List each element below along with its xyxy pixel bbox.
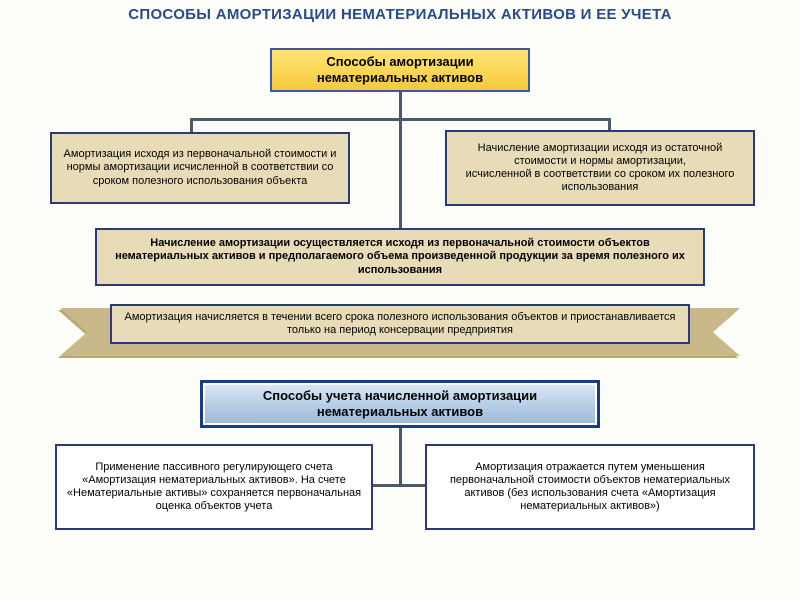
ribbon-note-front: Амортизация начисляется в течении всего … (110, 304, 690, 344)
method-initial-cost-text: Амортизация исходя из первоначальной сто… (60, 148, 340, 188)
passive-account-box: Применение пассивного регулирующего счет… (55, 444, 373, 530)
connector-h2 (370, 484, 430, 487)
method-volume-text: Начисление амортизации осуществляется ис… (105, 237, 695, 277)
connector-v2 (399, 428, 402, 486)
accounting-methods-label: Способы учета начисленной амортизации не… (211, 388, 589, 419)
connector-v-mid (399, 118, 402, 228)
method-residual-cost-box: Начисление амортизации исходя из остаточ… (445, 130, 755, 206)
method-initial-cost-box: Амортизация исходя из первоначальной сто… (50, 132, 350, 204)
reduce-cost-text: Амортизация отражается путем уменьшения … (435, 461, 745, 514)
reduce-cost-box: Амортизация отражается путем уменьшения … (425, 444, 755, 530)
page-title: СПОСОБЫ АМОРТИЗАЦИИ НЕМАТЕРИАЛЬНЫХ АКТИВ… (0, 0, 800, 29)
connector-v1 (399, 92, 402, 120)
ribbon-note-text: Амортизация начисляется в течении всего … (125, 311, 676, 336)
accounting-methods-box: Способы учета начисленной амортизации не… (200, 380, 600, 428)
passive-account-text: Применение пассивного регулирующего счет… (65, 461, 363, 514)
methods-amortization-label: Способы амортизации нематериальных актив… (280, 54, 520, 85)
connector-v-left (190, 118, 193, 132)
method-volume-box: Начисление амортизации осуществляется ис… (95, 228, 705, 286)
method-residual-cost-text: Начисление амортизации исходя из остаточ… (455, 142, 745, 195)
methods-amortization-box: Способы амортизации нематериальных актив… (270, 48, 530, 92)
